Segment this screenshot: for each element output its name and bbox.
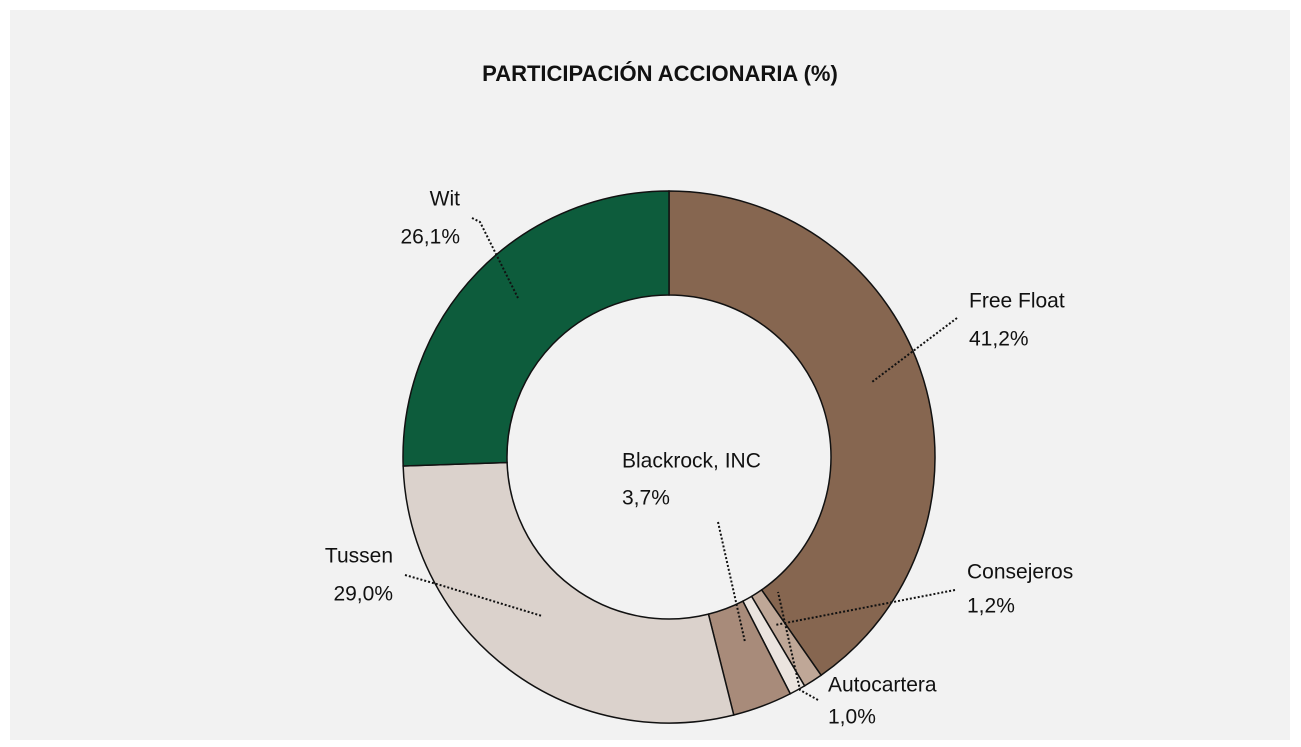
chart-title: PARTICIPACIÓN ACCIONARIA (%) [482,61,838,86]
leader-line [404,574,543,617]
leader-line [777,591,819,701]
slice-label: Consejeros [967,561,1073,584]
leader-line [471,217,519,299]
value-label: 3,7% [622,487,670,510]
donut-slice [668,190,936,677]
donut-slice [402,190,670,467]
value-label: 1,2% [967,595,1015,618]
leader-line [871,317,958,383]
value-label: 41,2% [969,328,1029,351]
value-label: 1,0% [828,706,876,729]
slice-label: Free Float [969,290,1065,313]
leader-line [717,521,746,643]
slice-label: Autocartera [828,674,937,697]
value-label: 26,1% [400,226,460,249]
value-label: 29,0% [333,583,393,606]
slice-label: Tussen [325,545,393,568]
slice-label: Wit [430,188,460,211]
leader-line [774,589,956,626]
donut-slice [402,461,735,724]
slice-label: Blackrock, INC [622,450,761,473]
